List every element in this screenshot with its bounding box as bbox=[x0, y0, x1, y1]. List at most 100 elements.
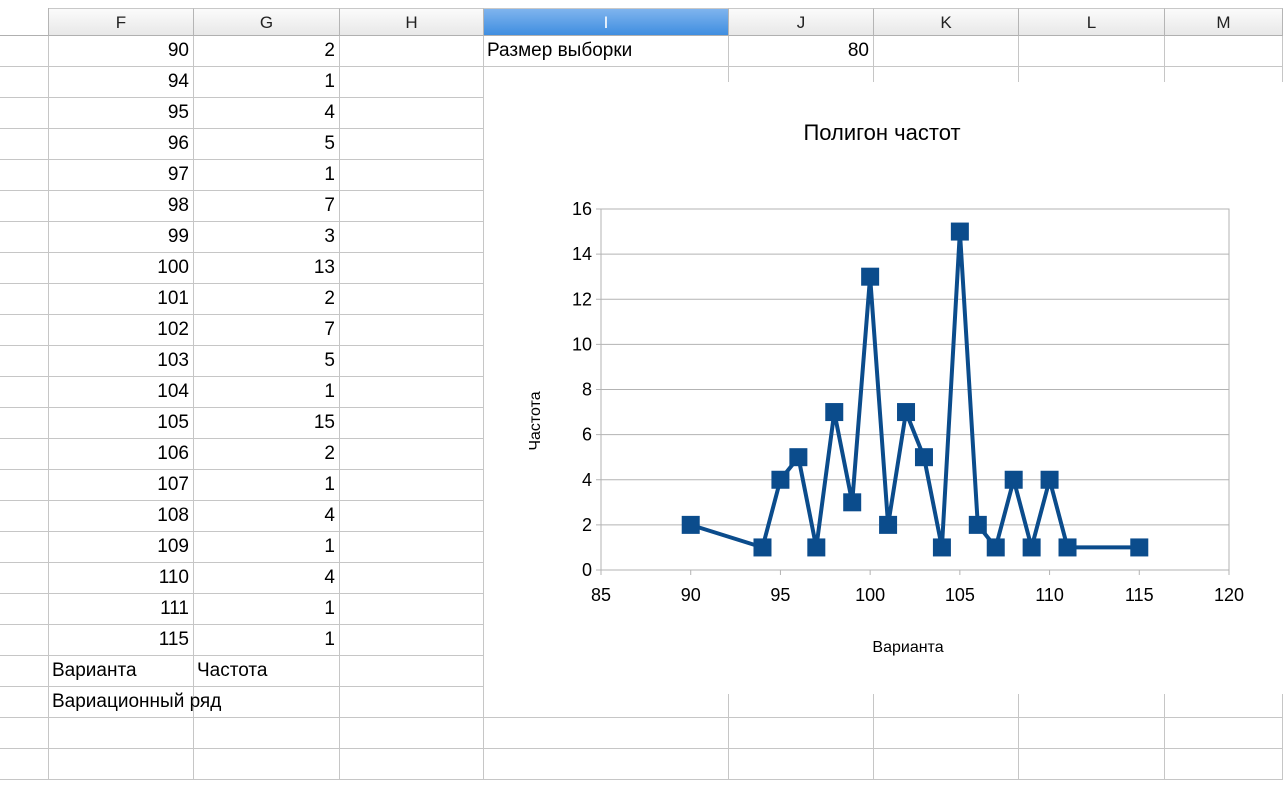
grid-cell[interactable] bbox=[194, 718, 340, 749]
column-header-g[interactable]: G bbox=[194, 8, 340, 36]
grid-cell[interactable] bbox=[340, 594, 484, 625]
cell-variant-value[interactable]: 94 bbox=[49, 67, 194, 98]
grid-cell[interactable] bbox=[340, 470, 484, 501]
grid-cell[interactable] bbox=[484, 687, 729, 718]
grid-cell[interactable] bbox=[1165, 36, 1283, 67]
grid-cell[interactable] bbox=[340, 718, 484, 749]
grid-cell[interactable] bbox=[340, 253, 484, 284]
cell-frequency-value[interactable]: 3 bbox=[194, 222, 340, 253]
row-header[interactable] bbox=[0, 222, 49, 253]
cell-frequency-value[interactable]: 13 bbox=[194, 253, 340, 284]
grid-cell[interactable] bbox=[1019, 718, 1165, 749]
grid-cell[interactable] bbox=[194, 687, 340, 718]
cell-frequency-value[interactable]: 1 bbox=[194, 160, 340, 191]
cell-frequency-value[interactable]: 2 bbox=[194, 284, 340, 315]
grid-cell[interactable] bbox=[49, 718, 194, 749]
row-header[interactable] bbox=[0, 253, 49, 284]
cell-variant-value[interactable]: 90 bbox=[49, 36, 194, 67]
row-header[interactable] bbox=[0, 129, 49, 160]
cell-frequency-value[interactable]: 5 bbox=[194, 346, 340, 377]
row-header[interactable] bbox=[0, 625, 49, 656]
cell-frequency-value[interactable]: 1 bbox=[194, 625, 340, 656]
cell-frequency-value[interactable]: 1 bbox=[194, 594, 340, 625]
row-header[interactable] bbox=[0, 377, 49, 408]
grid-cell[interactable] bbox=[729, 749, 874, 780]
grid-cell[interactable] bbox=[340, 129, 484, 160]
grid-cell[interactable] bbox=[340, 191, 484, 222]
cell-variant-value[interactable]: 102 bbox=[49, 315, 194, 346]
cell-variant-value[interactable]: 108 bbox=[49, 501, 194, 532]
cell-variant-value[interactable]: 99 bbox=[49, 222, 194, 253]
column-header-f[interactable]: F bbox=[49, 8, 194, 36]
cell-variant-value[interactable]: 107 bbox=[49, 470, 194, 501]
cell-frequency-value[interactable]: 1 bbox=[194, 67, 340, 98]
grid-cell[interactable] bbox=[484, 718, 729, 749]
grid-cell[interactable] bbox=[484, 749, 729, 780]
cell-frequency-value[interactable]: 7 bbox=[194, 191, 340, 222]
row-header[interactable] bbox=[0, 67, 49, 98]
cell-variant-label[interactable]: Варианта bbox=[49, 656, 194, 687]
cell-variant-value[interactable]: 110 bbox=[49, 563, 194, 594]
cell-frequency-value[interactable]: 4 bbox=[194, 98, 340, 129]
row-header[interactable] bbox=[0, 36, 49, 67]
row-header[interactable] bbox=[0, 687, 49, 718]
cell-sample-size-value[interactable]: 80 bbox=[729, 36, 874, 67]
column-header-l[interactable]: L bbox=[1019, 8, 1165, 36]
cell-variant-value[interactable]: 109 bbox=[49, 532, 194, 563]
grid-cell[interactable] bbox=[340, 315, 484, 346]
cell-frequency-value[interactable]: 7 bbox=[194, 315, 340, 346]
cell-variant-value[interactable]: 96 bbox=[49, 129, 194, 160]
row-header[interactable] bbox=[0, 346, 49, 377]
cell-frequency-value[interactable]: 4 bbox=[194, 501, 340, 532]
cell-sample-size-label[interactable]: Размер выборки bbox=[484, 36, 729, 67]
cell-variant-value[interactable]: 115 bbox=[49, 625, 194, 656]
grid-cell[interactable] bbox=[874, 36, 1019, 67]
grid-cell[interactable] bbox=[340, 656, 484, 687]
grid-cell[interactable] bbox=[1165, 749, 1283, 780]
row-header[interactable] bbox=[0, 315, 49, 346]
row-header[interactable] bbox=[0, 408, 49, 439]
grid-cell[interactable] bbox=[729, 718, 874, 749]
row-header[interactable] bbox=[0, 501, 49, 532]
grid-cell[interactable] bbox=[1019, 749, 1165, 780]
grid-cell[interactable] bbox=[340, 687, 484, 718]
cell-variant-value[interactable]: 97 bbox=[49, 160, 194, 191]
grid-cell[interactable] bbox=[874, 687, 1019, 718]
grid-cell[interactable] bbox=[340, 98, 484, 129]
cell-variant-value[interactable]: 111 bbox=[49, 594, 194, 625]
column-header-h[interactable]: H bbox=[340, 8, 484, 36]
corner-cell[interactable] bbox=[0, 8, 49, 36]
grid-cell[interactable] bbox=[340, 222, 484, 253]
row-header[interactable] bbox=[0, 160, 49, 191]
cell-frequency-value[interactable]: 2 bbox=[194, 439, 340, 470]
row-header[interactable] bbox=[0, 532, 49, 563]
cell-frequency-value[interactable]: 15 bbox=[194, 408, 340, 439]
grid-cell[interactable] bbox=[340, 501, 484, 532]
grid-cell[interactable] bbox=[340, 408, 484, 439]
column-header-j[interactable]: J bbox=[729, 8, 874, 36]
cell-variant-value[interactable]: 95 bbox=[49, 98, 194, 129]
cell-variant-value[interactable]: 104 bbox=[49, 377, 194, 408]
grid-cell[interactable] bbox=[49, 749, 194, 780]
row-header[interactable] bbox=[0, 749, 49, 780]
row-header[interactable] bbox=[0, 439, 49, 470]
cell-variant-value[interactable]: 106 bbox=[49, 439, 194, 470]
column-header-i[interactable]: I bbox=[484, 8, 729, 36]
grid-cell[interactable] bbox=[340, 625, 484, 656]
grid-cell[interactable] bbox=[340, 160, 484, 191]
row-header[interactable] bbox=[0, 656, 49, 687]
cell-variant-value[interactable]: 101 bbox=[49, 284, 194, 315]
grid-cell[interactable] bbox=[340, 532, 484, 563]
grid-cell[interactable] bbox=[340, 346, 484, 377]
cell-variant-value[interactable]: 105 bbox=[49, 408, 194, 439]
grid-cell[interactable] bbox=[874, 749, 1019, 780]
grid-cell[interactable] bbox=[340, 749, 484, 780]
grid-cell[interactable] bbox=[194, 749, 340, 780]
column-header-m[interactable]: M bbox=[1165, 8, 1283, 36]
row-header[interactable] bbox=[0, 470, 49, 501]
grid-cell[interactable] bbox=[1165, 718, 1283, 749]
row-header[interactable] bbox=[0, 718, 49, 749]
row-header[interactable] bbox=[0, 284, 49, 315]
grid-cell[interactable] bbox=[340, 36, 484, 67]
cell-frequency-value[interactable]: 5 bbox=[194, 129, 340, 160]
